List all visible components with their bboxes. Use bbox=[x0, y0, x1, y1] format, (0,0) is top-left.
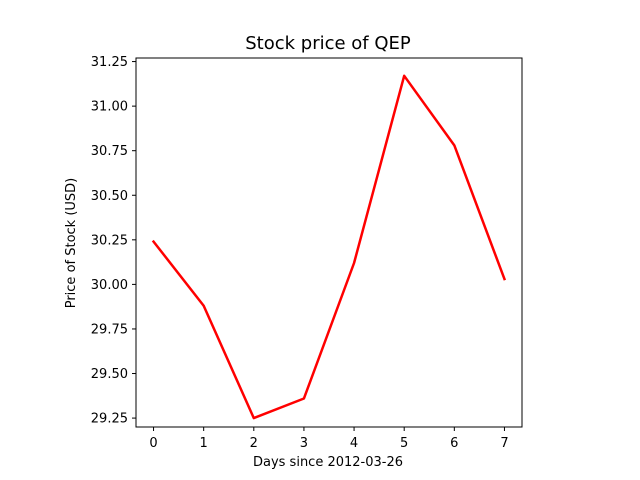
x-tick-label: 1 bbox=[200, 436, 208, 451]
x-tick-label: 7 bbox=[500, 436, 508, 451]
y-axis-label: Price of Stock (USD) bbox=[64, 178, 79, 309]
x-axis-label: Days since 2012-03-26 bbox=[253, 455, 403, 470]
y-tick-label: 30.25 bbox=[91, 233, 128, 248]
y-axis-ticks: 29.25 29.50 29.75 30.00 30.25 30.50 30.75 31.00… bbox=[91, 55, 136, 427]
y-tick-label: 30.50 bbox=[91, 189, 128, 204]
y-tick-label: 29.75 bbox=[91, 322, 128, 337]
x-tick-label: 4 bbox=[350, 436, 358, 451]
plot-area: 0 1 2 3 4 5 6 7 29.25 29.50 29.75 30.00 30.25 30.50 3… bbox=[91, 55, 523, 451]
x-tick-label: 6 bbox=[450, 436, 458, 451]
x-axis-ticks: 0 1 2 3 4 5 6 7 bbox=[149, 427, 509, 451]
y-tick-label: 29.50 bbox=[91, 367, 128, 382]
x-tick-label: 5 bbox=[400, 436, 408, 451]
y-tick-label: 29.25 bbox=[91, 412, 128, 427]
y-tick-label: 30.00 bbox=[91, 278, 128, 293]
x-tick-label: 0 bbox=[149, 436, 157, 451]
x-tick-label: 2 bbox=[250, 436, 258, 451]
series-line bbox=[151, 74, 507, 420]
y-tick-label: 31.25 bbox=[91, 55, 128, 70]
chart-title: Stock price of QEP bbox=[245, 33, 411, 54]
series-lines bbox=[151, 74, 507, 420]
axes-frame bbox=[135, 57, 523, 428]
y-tick-label: 30.75 bbox=[91, 144, 128, 159]
x-tick-label: 3 bbox=[300, 436, 308, 451]
y-tick-label: 31.00 bbox=[91, 100, 128, 115]
